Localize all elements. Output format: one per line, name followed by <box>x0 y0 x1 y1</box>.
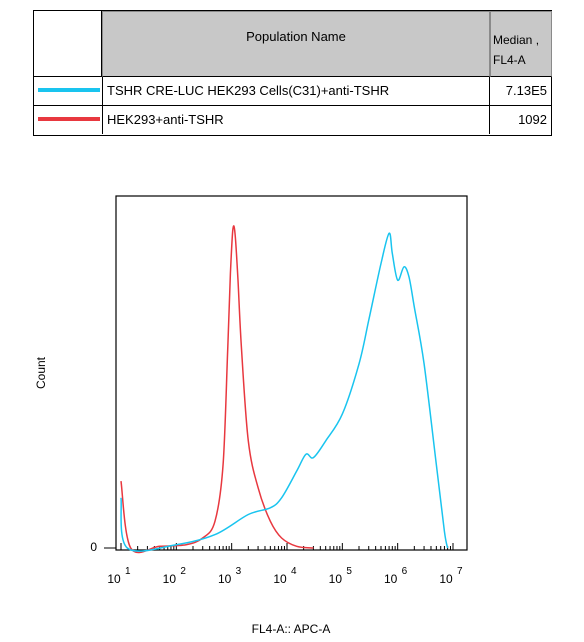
legend-swatch-cyan <box>38 88 100 92</box>
legend-row-name: HEK293+anti-TSHR <box>102 106 490 134</box>
legend-header-median: Median , FL4-A <box>490 11 552 77</box>
x-tick-exponent: 5 <box>346 566 352 577</box>
x-tick-label: 10 <box>439 572 453 586</box>
legend-table: Population Name Median , FL4-A TSHR CRE-… <box>33 10 552 136</box>
x-tick-label: 10 <box>384 572 398 586</box>
x-tick-label: 10 <box>329 572 343 586</box>
legend-header-median-line1: Median , <box>493 33 540 47</box>
x-tick-exponent: 4 <box>291 566 297 577</box>
x-axis-ticks <box>104 543 454 550</box>
legend-header-median-line2: FL4-A <box>493 53 526 67</box>
x-tick-label: 10 <box>218 572 232 586</box>
legend-header-population-name: Population Name <box>102 11 490 77</box>
y-tick-label-zero: 0 <box>90 540 97 554</box>
x-tick-label: 10 <box>107 572 121 586</box>
legend-row-median: 1092 <box>518 112 547 127</box>
y-axis-label: Count <box>34 356 48 389</box>
legend-row: TSHR CRE-LUC HEK293 Cells(C31)+anti-TSHR… <box>34 77 551 106</box>
legend-row: HEK293+anti-TSHR 1092 <box>34 106 551 135</box>
legend-row-name: TSHR CRE-LUC HEK293 Cells(C31)+anti-TSHR <box>102 77 490 105</box>
x-tick-exponent: 1 <box>125 566 131 577</box>
x-tick-exponent: 3 <box>236 566 242 577</box>
series-group <box>120 225 449 554</box>
legend-row-median: 7.13E5 <box>505 83 547 98</box>
x-tick-label: 10 <box>163 572 177 586</box>
x-tick-exponent: 6 <box>402 566 408 577</box>
x-tick-label: 10 <box>273 572 287 586</box>
x-axis-label: FL4-A:: APC-A <box>252 622 331 636</box>
x-tick-exponent: 7 <box>457 566 463 577</box>
series-line <box>120 225 314 554</box>
series-line <box>120 232 449 552</box>
legend-swatch-red <box>38 117 100 121</box>
legend-header-swatch-cell <box>34 11 102 77</box>
x-tick-exponent: 2 <box>180 566 186 577</box>
plot-frame <box>115 195 468 551</box>
